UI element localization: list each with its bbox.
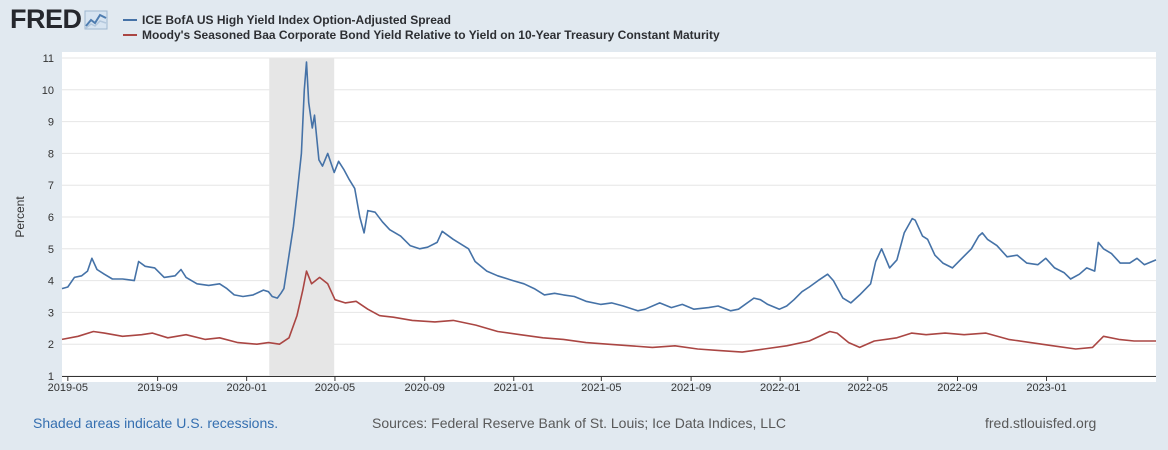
y-tick-label: 5 [48, 244, 54, 256]
x-tick-label: 2019-09 [137, 382, 177, 394]
sources-text: Sources: Federal Reserve Bank of St. Lou… [372, 415, 786, 431]
x-tick-label: 2023-01 [1026, 382, 1066, 394]
y-tick-label: 11 [43, 53, 54, 65]
chart-legend: ICE BofA US High Yield Index Option-Adju… [123, 13, 720, 43]
chart-footer: Shaded areas indicate U.S. recessions. S… [0, 415, 1168, 435]
y-tick-label: 4 [48, 276, 54, 288]
recession-note-link[interactable]: Shaded areas indicate U.S. recessions. [33, 415, 279, 431]
y-tick-label: 10 [42, 85, 54, 97]
fred-url-link[interactable]: fred.stlouisfed.org [985, 415, 1097, 431]
y-tick-label: 2 [48, 339, 54, 351]
fred-chart-icon [84, 10, 107, 29]
line-chart[interactable]: 1 2 3 4 5 6 7 8 9 10 11 2019-05 2019-09 2020-01 2020-0… [0, 0, 1168, 400]
fred-logo[interactable]: FRED [10, 6, 108, 33]
x-tick-label: 2022-01 [760, 382, 800, 394]
y-tick-label: 8 [48, 148, 54, 160]
chart-header: FRED ICE BofA US High Yield Index Option… [0, 0, 1168, 50]
legend-item-baa-spread[interactable]: Moody's Seasoned Baa Corporate Bond Yiel… [123, 28, 720, 42]
legend-swatch-blue [123, 19, 137, 21]
fred-logo-text: FRED [10, 4, 82, 34]
y-axis-label: Percent [13, 196, 27, 238]
x-tick-label: 2022-09 [937, 382, 977, 394]
y-tick-label: 3 [48, 307, 54, 319]
x-tick-label: 2021-05 [581, 382, 621, 394]
legend-label: ICE BofA US High Yield Index Option-Adju… [142, 13, 451, 27]
y-tick-label: 1 [48, 371, 54, 383]
legend-label: Moody's Seasoned Baa Corporate Bond Yiel… [142, 28, 720, 42]
x-tick-label: 2020-05 [315, 382, 355, 394]
y-tick-label: 6 [48, 212, 54, 224]
x-tick-label: 2020-09 [405, 382, 445, 394]
x-tick-label: 2019-05 [48, 382, 88, 394]
series-line-2 [61, 270, 1156, 353]
x-tick-label: 2021-09 [671, 382, 711, 394]
y-tick-label: 7 [48, 180, 54, 192]
legend-swatch-red [123, 34, 137, 36]
x-tick-label: 2021-01 [494, 382, 534, 394]
legend-item-high-yield[interactable]: ICE BofA US High Yield Index Option-Adju… [123, 13, 720, 27]
x-tick-label: 2022-05 [848, 382, 888, 394]
series-line-1 [61, 61, 1157, 312]
x-tick-label: 2020-01 [226, 382, 266, 394]
y-tick-label: 9 [48, 117, 54, 129]
